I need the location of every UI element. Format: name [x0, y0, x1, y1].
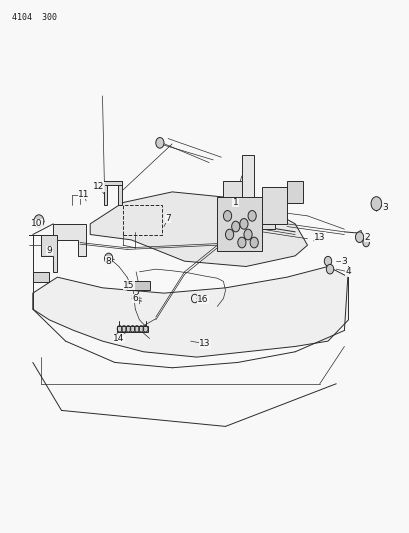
Text: 16: 16 [197, 295, 208, 304]
Circle shape [231, 221, 239, 232]
Circle shape [326, 264, 333, 274]
Polygon shape [241, 155, 254, 203]
Polygon shape [33, 272, 49, 282]
Polygon shape [118, 181, 121, 205]
Circle shape [247, 211, 256, 221]
Polygon shape [286, 181, 303, 203]
Text: 3: 3 [341, 257, 346, 265]
Polygon shape [217, 197, 262, 251]
Circle shape [355, 232, 363, 243]
Text: 15: 15 [123, 281, 135, 289]
Polygon shape [103, 181, 107, 205]
Circle shape [155, 138, 164, 148]
Circle shape [34, 215, 44, 228]
Circle shape [223, 211, 231, 221]
Text: 3: 3 [382, 204, 387, 212]
Text: 12: 12 [92, 182, 104, 191]
Text: 14: 14 [113, 334, 124, 343]
Polygon shape [127, 281, 149, 290]
Text: 8: 8 [106, 257, 111, 265]
Polygon shape [90, 192, 307, 266]
Polygon shape [103, 181, 121, 185]
Circle shape [324, 256, 331, 266]
Circle shape [239, 219, 247, 229]
Text: 4104  300: 4104 300 [12, 13, 57, 22]
Text: 7: 7 [165, 214, 171, 223]
Polygon shape [117, 326, 147, 332]
Text: 11: 11 [78, 190, 90, 199]
Text: 4: 4 [345, 268, 351, 276]
Polygon shape [223, 224, 274, 229]
Text: 2: 2 [363, 233, 369, 241]
Text: 9: 9 [46, 246, 52, 255]
Circle shape [370, 197, 381, 211]
Circle shape [104, 253, 112, 264]
Text: 13: 13 [313, 233, 325, 241]
Text: 1: 1 [232, 198, 238, 207]
Text: 6: 6 [132, 294, 138, 303]
Text: 10: 10 [31, 220, 43, 228]
Polygon shape [33, 266, 348, 357]
Polygon shape [262, 187, 286, 224]
Circle shape [362, 238, 369, 247]
Circle shape [237, 237, 245, 248]
Bar [123, 205, 162, 235]
Circle shape [249, 237, 258, 248]
Circle shape [225, 229, 233, 240]
Polygon shape [223, 181, 241, 229]
Polygon shape [29, 235, 57, 272]
Circle shape [243, 229, 252, 240]
Polygon shape [53, 224, 86, 256]
Text: 13: 13 [199, 340, 210, 348]
